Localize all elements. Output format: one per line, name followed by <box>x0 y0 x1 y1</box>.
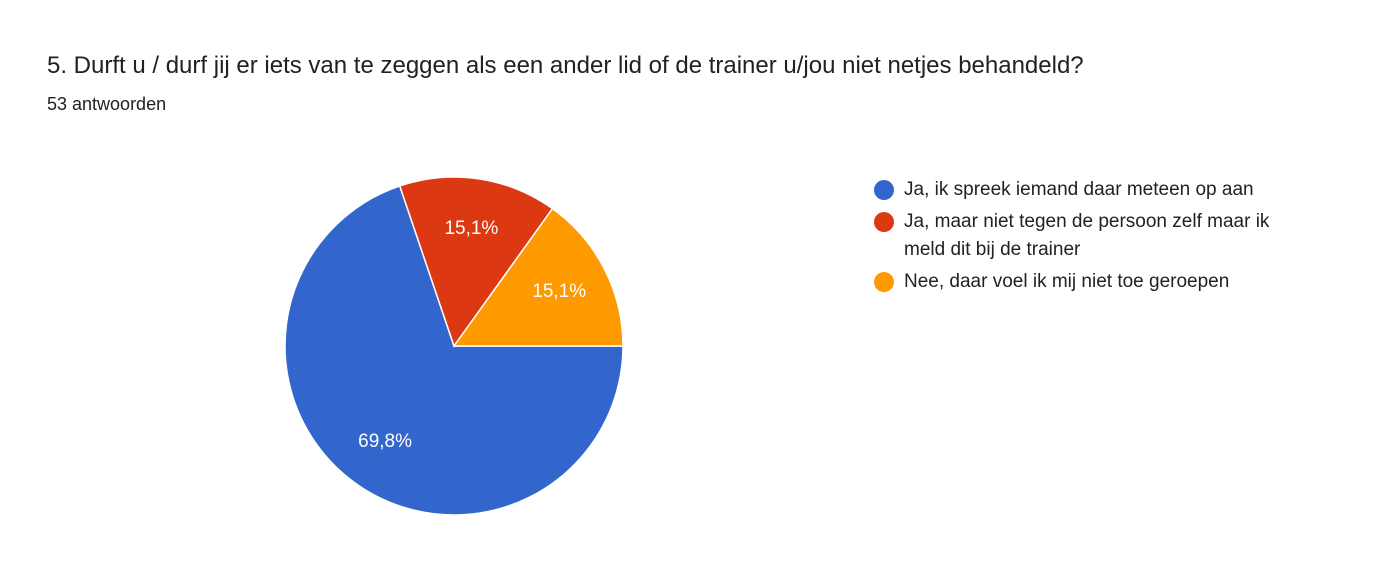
pie-slice <box>452 207 624 347</box>
legend-item: Nee, daar voel ik mij niet toe geroepen <box>874 268 1294 296</box>
legend: Ja, ik spreek iemand daar meteen op aan J… <box>874 176 1294 300</box>
legend-item: Ja, ik spreek iemand daar meteen op aan <box>874 176 1294 204</box>
data-label: 15,1% <box>444 218 498 239</box>
legend-swatch <box>874 180 894 200</box>
chart-subtitle: 53 antwoorden <box>47 94 167 114</box>
data-label: 15,1% <box>532 281 586 302</box>
legend-label: Nee, daar voel ik mij niet toe geroepen <box>904 271 1230 292</box>
legend-label: Ja, ik spreek iemand daar meteen op aan <box>904 179 1254 200</box>
legend-item: Ja, maar niet tegen de persoon zelf maar… <box>874 208 1294 264</box>
legend-swatch <box>874 212 894 232</box>
data-label: 69,8% <box>358 431 412 452</box>
chart-title: 5. Durft u / durf jij er iets van te zeg… <box>47 52 1084 79</box>
pie-slice <box>398 176 554 348</box>
legend-swatch <box>874 272 894 292</box>
legend-label: Ja, maar niet tegen de persoon zelf maar… <box>904 211 1270 260</box>
pie-slice <box>284 184 624 516</box>
